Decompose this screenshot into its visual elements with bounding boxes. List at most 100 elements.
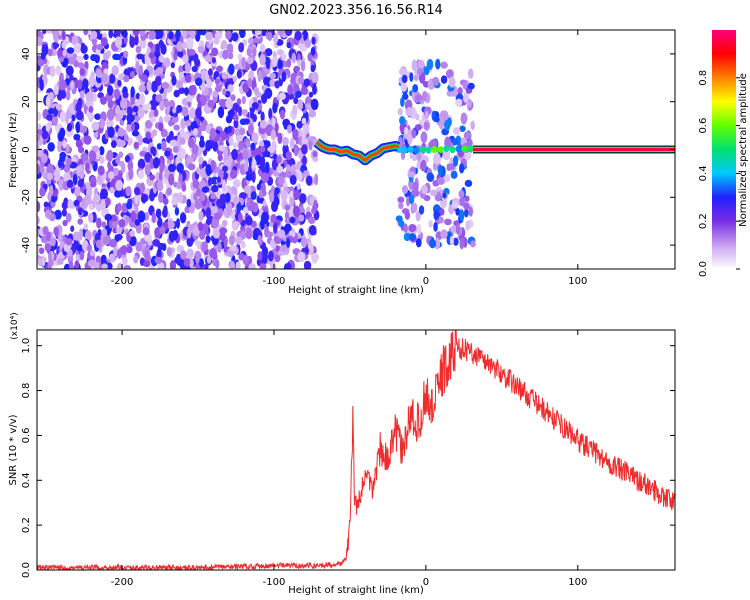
spectrogram-cell: [300, 60, 306, 72]
spectrogram-cell: [416, 223, 422, 236]
spectrogram-cell: [46, 113, 53, 121]
spectrogram-cell: [126, 106, 133, 116]
spectrogram-cell: [83, 30, 89, 36]
spectrogram-cell: [91, 145, 100, 153]
spectrogram-cell: [61, 41, 67, 49]
spectrogram-cell: [298, 100, 304, 110]
spectrogram-cell: [152, 239, 161, 247]
spectrogram-cell: [227, 84, 234, 93]
spectrogram-cell: [133, 206, 139, 213]
spectrogram-cell: [51, 30, 59, 36]
spectrogram-signal-cell: [419, 146, 426, 154]
spectrogram-cell: [101, 228, 108, 237]
spectrogram-cell: [99, 96, 107, 105]
spectrogram-cell: [159, 99, 165, 112]
spectrogram-cell: [93, 131, 99, 139]
spectrogram-cell: [225, 98, 234, 110]
spectrogram-cell: [135, 241, 143, 252]
x-tick-label: -200: [111, 577, 134, 588]
spectrogram-cell: [222, 49, 229, 60]
spectrogram-cell: [210, 160, 216, 172]
spectrogram-cell: [178, 65, 184, 74]
spectrogram-cell: [202, 240, 208, 252]
spectrogram-cell: [166, 220, 175, 230]
spectrogram-cell: [42, 30, 47, 35]
spectrogram-cell: [301, 143, 308, 155]
spectrogram-cell: [198, 139, 205, 148]
spectrogram-cell: [446, 163, 452, 172]
spectrogram-cell: [443, 218, 452, 226]
spectrogram-cell: [177, 50, 184, 58]
spectrogram-cell: [204, 263, 209, 269]
spectrogram-cell: [119, 109, 128, 116]
spectrogram-cell: [433, 152, 441, 165]
spectrogram-cell: [229, 260, 236, 269]
spectrogram-cell: [78, 170, 85, 179]
spectrogram-cell: [159, 226, 166, 235]
spectrogram-cell: [186, 37, 194, 50]
spectrogram-cell: [81, 78, 89, 90]
spectrogram-cell: [159, 162, 164, 175]
spectrogram-cell: [423, 66, 430, 76]
spectrogram-cell: [303, 78, 311, 87]
spectrogram-cell: [433, 209, 440, 221]
snr-series-line: [37, 330, 675, 570]
spectrogram-cell: [470, 120, 475, 131]
spectrogram-cell: [65, 237, 73, 246]
spectrogram-cell: [173, 124, 180, 131]
spectrogram-cell: [171, 75, 177, 86]
spectrogram-cell: [195, 107, 202, 119]
spectrogram-cell: [108, 218, 113, 229]
spectrogram-cell: [123, 264, 132, 269]
spectrogram-cell: [294, 30, 302, 41]
spectrogram-cell: [413, 74, 419, 82]
snr-multiplier: (x10⁴): [10, 312, 20, 339]
spectrogram-cell: [248, 263, 256, 269]
spectrogram-cell: [265, 58, 271, 70]
spectrogram-cell: [65, 212, 72, 223]
spectrogram-cell: [184, 87, 190, 96]
spectrogram-cell: [414, 124, 423, 131]
spectrogram-cell: [37, 215, 40, 226]
spectrogram-cell: [108, 30, 114, 39]
spectrogram-cell: [245, 227, 253, 240]
colorbar-tick-label: 0.2: [698, 213, 709, 229]
spectrogram-cell: [216, 176, 221, 184]
spectrogram-cell: [277, 176, 285, 185]
spectrogram-cell: [237, 106, 243, 117]
spectrogram-cell: [101, 221, 107, 228]
spectrogram-cell: [270, 213, 277, 224]
spectrogram-cell: [200, 69, 207, 81]
spectrogram-cell: [308, 91, 314, 98]
spectrogram-cell: [75, 110, 84, 121]
spectrogram-cell: [111, 221, 118, 228]
spectrogram-cell: [229, 169, 238, 179]
spectrogram-cell: [467, 82, 475, 90]
spectrogram-cell: [138, 84, 146, 93]
spectrogram-cell: [168, 173, 175, 186]
spectrogram-cell: [409, 72, 414, 82]
spectrogram-cell: [199, 258, 204, 268]
spectrogram-cell: [162, 197, 169, 205]
spectrogram-cell: [443, 174, 451, 182]
spectrogram-cell: [97, 165, 105, 176]
spectrogram-cell: [241, 240, 246, 249]
spectrogram-cell: [257, 234, 263, 246]
spectrogram-cell: [57, 231, 63, 243]
spectrogram-cell: [287, 84, 294, 96]
spectrogram-cell: [398, 67, 407, 76]
spectrogram-cell: [198, 230, 206, 240]
spectrogram-cell: [307, 216, 316, 225]
spectrogram-cell: [238, 140, 245, 151]
colorbar-gradient: [712, 30, 736, 269]
spectrogram-cell: [149, 174, 156, 181]
spectrogram-cell: [178, 173, 183, 183]
spectrogram-cell: [68, 56, 75, 65]
spectrogram-cell: [78, 207, 83, 216]
spectrogram-cell: [242, 254, 249, 266]
spectrogram-cell: [420, 159, 427, 172]
spectrogram-cell: [37, 30, 41, 37]
spectrogram-cell: [259, 146, 266, 153]
spectrogram-cell: [217, 106, 225, 119]
y-tick-label: 1.0: [21, 338, 32, 354]
